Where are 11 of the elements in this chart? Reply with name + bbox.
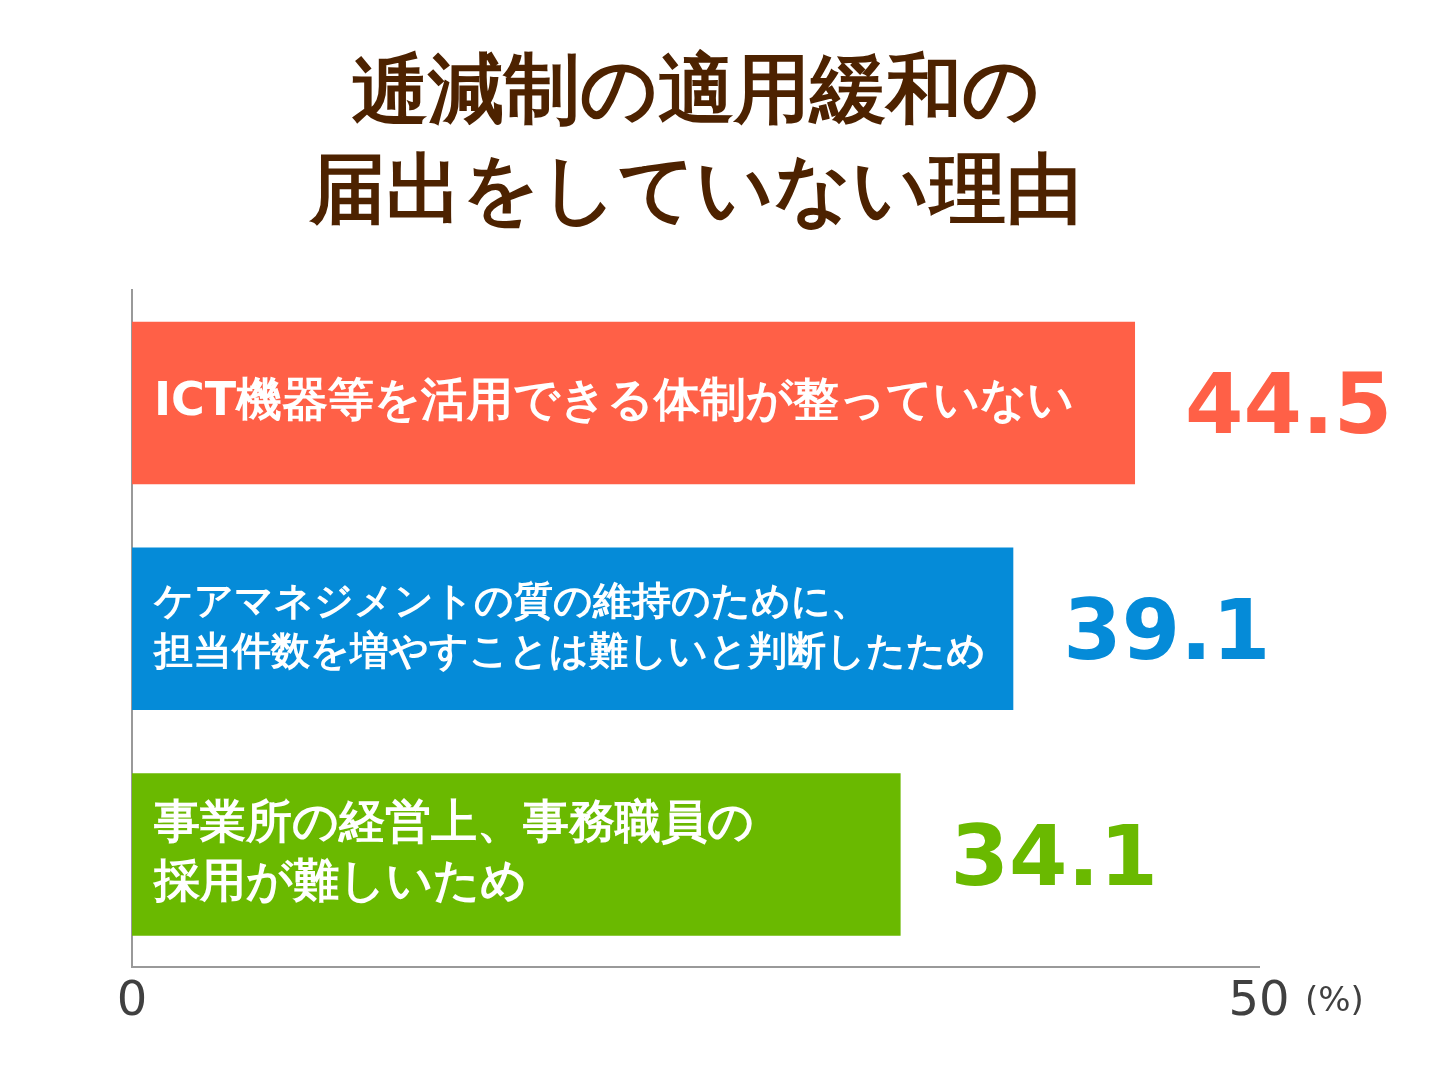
data-label: 44.5: [1185, 355, 1393, 454]
data-label: 34.1: [950, 806, 1158, 905]
x-tick-label: 0: [116, 969, 148, 1026]
x-axis-title: (%): [1305, 979, 1364, 1020]
bar: [132, 321, 1136, 485]
y-tick-label: ケアマネジメントの質の維持のために、担当件数を増やすことは難しいと判断したため: [152, 578, 986, 673]
data-label: 39.1: [1063, 580, 1271, 679]
y-tick-label: ICT機器等を活用できる体制が整っていない: [154, 371, 1075, 426]
x-tick-label: 50: [1228, 969, 1290, 1026]
y-tick-label: 事業所の経営上、事務職員の採用が難しいため: [152, 794, 754, 907]
chart-title: 逓減制の適用緩和の届出をしていない理由: [307, 43, 1082, 233]
